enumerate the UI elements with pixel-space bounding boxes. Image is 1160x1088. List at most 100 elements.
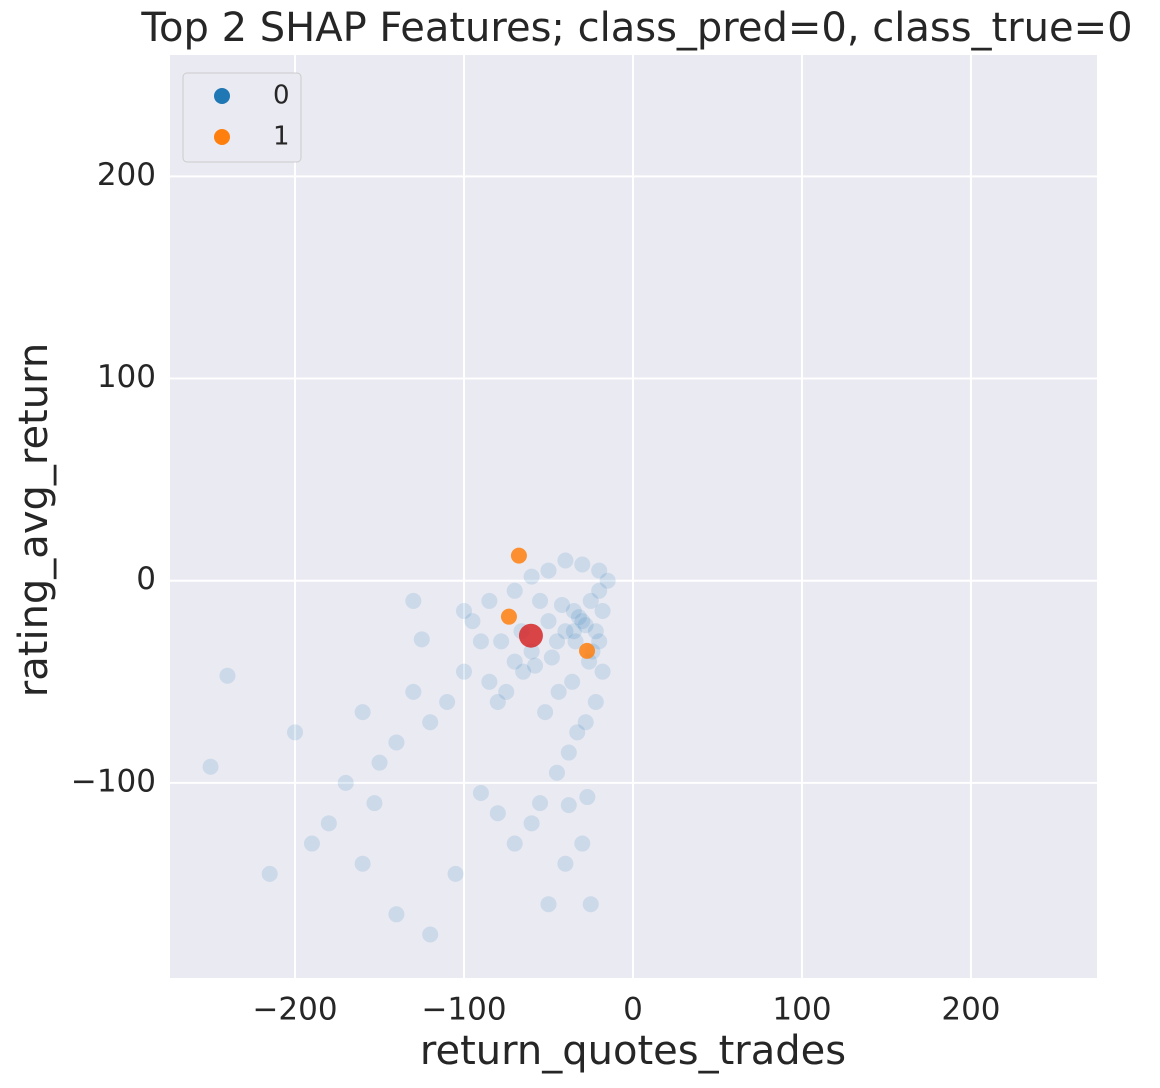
point [560, 744, 577, 761]
point [557, 552, 574, 569]
point [498, 683, 515, 700]
x-tick-label: −200 [252, 992, 337, 1028]
point [523, 643, 540, 660]
legend-label: 0 [273, 81, 290, 111]
point [574, 556, 591, 573]
point [413, 631, 430, 648]
point [523, 568, 540, 585]
point [472, 784, 489, 801]
point [557, 623, 574, 640]
point [489, 694, 506, 711]
point [532, 592, 549, 609]
marks [202, 547, 616, 943]
legend-marker [214, 88, 230, 104]
point [579, 789, 596, 806]
point [388, 906, 405, 923]
point [303, 835, 320, 852]
point [354, 855, 371, 872]
x-tick-label: 200 [941, 992, 1000, 1028]
point [537, 704, 554, 721]
point [574, 835, 591, 852]
point [579, 642, 596, 659]
highlight-point [518, 623, 543, 648]
point [439, 694, 456, 711]
point [464, 613, 481, 630]
point [405, 592, 422, 609]
point [422, 926, 439, 943]
point [540, 896, 557, 913]
point [456, 603, 473, 620]
point [560, 797, 577, 814]
point [481, 592, 498, 609]
point [577, 617, 594, 634]
point [500, 608, 517, 625]
point [287, 724, 304, 741]
point [565, 623, 582, 640]
legend-box [182, 72, 302, 163]
point [515, 663, 532, 680]
y-tick-label: 200 [97, 157, 156, 193]
point [219, 667, 236, 684]
x-axis-label: return_quotes_trades [420, 1028, 846, 1074]
point [543, 649, 560, 666]
point [366, 795, 383, 812]
x-tick-label: 100 [772, 992, 831, 1028]
point [320, 815, 337, 832]
legend-label: 1 [273, 122, 290, 152]
point [510, 547, 527, 564]
point [354, 704, 371, 721]
point [447, 865, 464, 882]
point [506, 582, 523, 599]
point [599, 572, 616, 589]
point [422, 714, 439, 731]
point [591, 562, 608, 579]
point [456, 663, 473, 680]
point [582, 592, 599, 609]
point [489, 805, 506, 822]
point [388, 734, 405, 751]
point [532, 795, 549, 812]
point [481, 673, 498, 690]
point [564, 673, 581, 690]
point [526, 657, 543, 674]
point [587, 694, 604, 711]
point [582, 896, 599, 913]
point [261, 865, 278, 882]
y-tick-label: 0 [136, 561, 156, 597]
point [493, 633, 510, 650]
point [594, 603, 611, 620]
point [540, 562, 557, 579]
point [569, 724, 586, 741]
point [506, 653, 523, 670]
y-tick-label: 100 [97, 359, 156, 395]
point [594, 663, 611, 680]
point [506, 835, 523, 852]
y-axis-label: rating_avg_return [11, 343, 57, 697]
x-tick-label: −100 [421, 992, 506, 1028]
y-tick-label: −100 [71, 763, 156, 799]
point [557, 855, 574, 872]
point [540, 613, 557, 630]
point [565, 603, 582, 620]
point [523, 815, 540, 832]
point [548, 633, 565, 650]
point [554, 596, 571, 613]
point [202, 758, 219, 775]
x-tick-label: 0 [623, 992, 643, 1028]
point [587, 623, 604, 640]
point [548, 764, 565, 781]
point [577, 714, 594, 731]
point [550, 683, 567, 700]
legend-marker [214, 129, 230, 145]
point [574, 613, 591, 630]
chart-title: Top 2 SHAP Features; class_pred=0, class… [140, 5, 1132, 51]
point [337, 774, 354, 791]
point [371, 754, 388, 771]
point [570, 609, 587, 626]
point [591, 582, 608, 599]
legend: 01 [182, 72, 302, 163]
point [405, 683, 422, 700]
point [591, 633, 608, 650]
grid [170, 55, 1097, 978]
